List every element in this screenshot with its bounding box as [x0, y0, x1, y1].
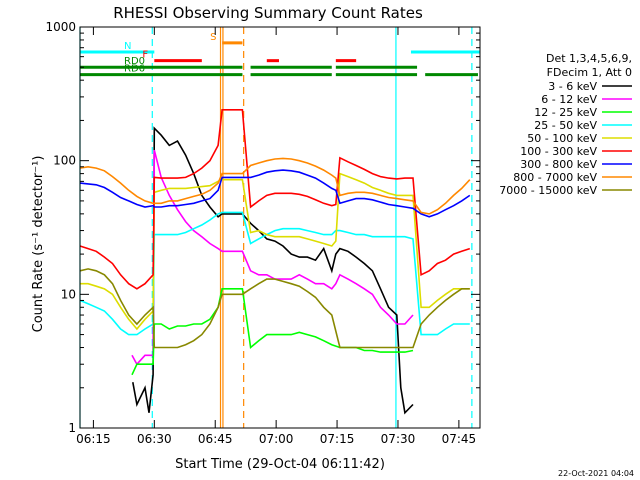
y-tick-label-0: 1: [68, 421, 76, 435]
flag-bar-label-3: RD0: [124, 56, 145, 67]
series-line-4: [80, 172, 470, 331]
legend-entry-8: 7000 - 15000 keV: [499, 184, 597, 197]
legend-entry-6: 300 - 800 keV: [520, 158, 597, 171]
footer-date: 22-Oct-2021 04:04: [558, 469, 634, 478]
x-tick-label-1: 06:30: [137, 432, 172, 446]
plot-frame: [79, 26, 481, 429]
flag-bar-label-1: F: [142, 50, 148, 61]
legend-entry-5: 100 - 300 keV: [520, 145, 597, 158]
legend-header-1: FDecim 1, Att 0: [547, 66, 632, 79]
legend-entry-3: 25 - 50 keV: [534, 119, 597, 132]
x-axis-label: Start Time (29-Oct-04 06:11:42): [175, 457, 385, 472]
chart-title: RHESSI Observing Summary Count Rates: [113, 4, 423, 22]
series-line-2: [131, 288, 414, 376]
legend: Det 1,3,4,5,6,9,FDecim 1, Att 03 - 6 keV…: [499, 52, 632, 197]
x-tick-label-3: 07:00: [259, 432, 294, 446]
legend-entry-1: 6 - 12 keV: [541, 93, 597, 106]
series-line-5: [79, 109, 471, 290]
x-tick-label-6: 07:45: [442, 432, 477, 446]
x-tick-label-5: 07:30: [381, 432, 416, 446]
series-line-7: [79, 157, 471, 215]
x-tick-label-0: 06:15: [76, 432, 111, 446]
legend-entry-0: 3 - 6 keV: [548, 80, 597, 93]
flag-bar-label-2: S: [210, 32, 216, 43]
flag-bar-label-0: N: [124, 41, 131, 52]
y-tick-label-2: 100: [53, 154, 76, 168]
flag-bar-label-4: RD6: [124, 64, 145, 75]
series-line-3: [79, 211, 470, 336]
series-line-0: [132, 126, 414, 415]
y-tick-label-3: 1000: [45, 20, 76, 34]
series-line-6: [79, 169, 471, 218]
x-tick-label-4: 07:15: [320, 432, 355, 446]
y-tick-label-1: 10: [61, 287, 76, 301]
x-tick-label-2: 06:45: [198, 432, 233, 446]
legend-entry-2: 12 - 25 keV: [534, 106, 597, 119]
legend-header-0: Det 1,3,4,5,6,9,: [546, 52, 632, 65]
legend-entry-7: 800 - 7000 keV: [513, 171, 597, 184]
series-line-8: [79, 268, 470, 349]
y-axis-label: Count Rate (s⁻¹ detector⁻¹): [31, 156, 46, 333]
legend-entry-4: 50 - 100 keV: [527, 132, 597, 145]
